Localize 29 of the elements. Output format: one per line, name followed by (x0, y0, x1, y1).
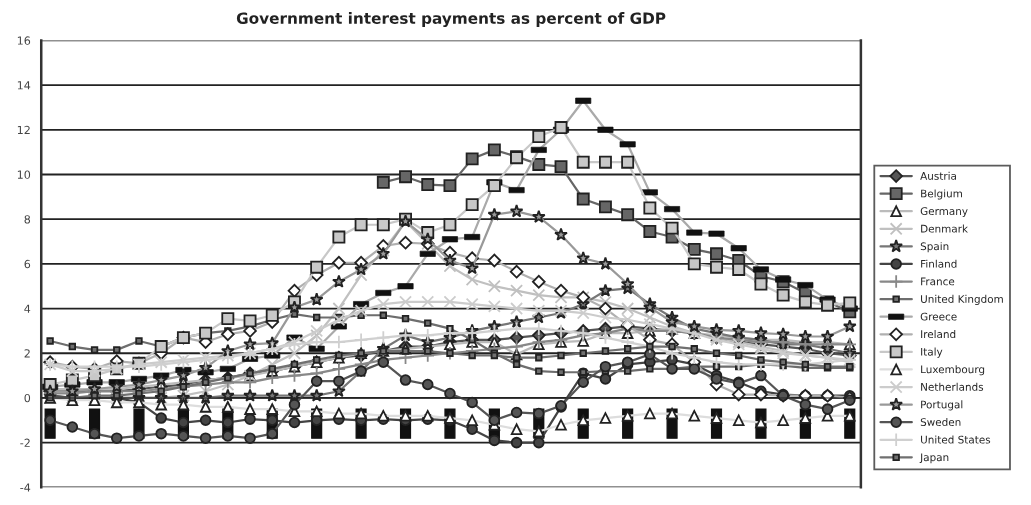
y-tick-label: 6 (24, 259, 31, 269)
legend-label: Greece (920, 312, 957, 321)
y-tick-label: 8 (24, 215, 31, 224)
legend-label: Luxembourg (921, 365, 985, 376)
legend-label: United Kingdom (921, 294, 1003, 305)
legend-label: Belgium (921, 189, 962, 200)
legend-label: Italy (921, 347, 943, 358)
legend-label: Finland (921, 259, 957, 268)
y-tick-label: 4 (24, 304, 31, 313)
legend-label: France (921, 277, 955, 286)
y-tick-label: 12 (17, 125, 30, 135)
y-tick-label: -2 (20, 438, 30, 447)
y-tick-label: 0 (24, 393, 31, 403)
legend-label: Spain (920, 242, 949, 253)
chart-title: Government interest payments as percent of GDP (236, 12, 666, 28)
legend-label: Netherlands (921, 382, 984, 391)
legend-label: United States (921, 435, 991, 444)
legend-label: Japan (919, 453, 949, 464)
y-tick-label: 2 (24, 349, 30, 358)
legend-label: Germany (920, 207, 968, 218)
legend-label: Austria (920, 171, 956, 180)
legend-label: Denmark (921, 224, 968, 233)
legend-label: Ireland (921, 330, 956, 339)
y-tick-label: 16 (17, 36, 31, 45)
legend-label: Portugal (921, 400, 963, 411)
y-tick-label: -4 (20, 483, 31, 492)
legend-label: Sweden (920, 417, 961, 426)
y-tick-label: 10 (17, 170, 31, 179)
y-tick-label: 14 (17, 81, 31, 90)
